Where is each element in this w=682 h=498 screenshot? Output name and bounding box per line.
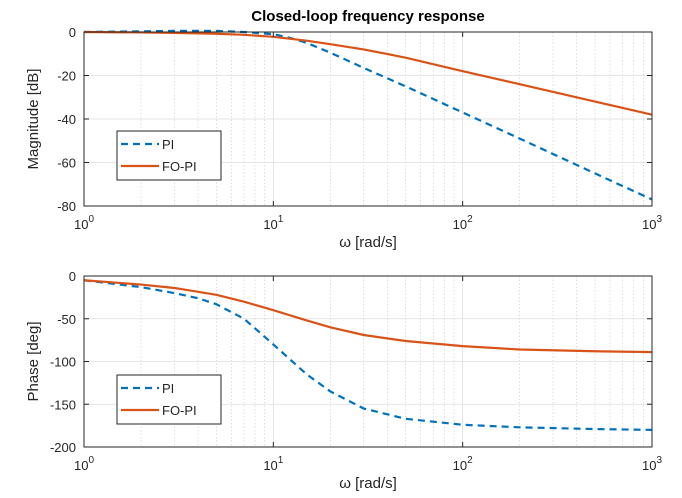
- legend-label-pi: PI: [162, 381, 174, 396]
- legend-label-pi: PI: [162, 137, 174, 152]
- x-tick-label-base: 10: [642, 458, 656, 473]
- x-tick-label-exponent: 3: [656, 214, 662, 225]
- x-tick-label-exponent: 0: [88, 214, 94, 225]
- y-tick-label: -60: [57, 156, 76, 171]
- x-axis-label: ω [rad/s]: [339, 234, 397, 251]
- x-tick-label-base: 10: [642, 217, 656, 232]
- x-tick-label: 103: [642, 455, 662, 473]
- x-tick-label-base: 10: [74, 217, 88, 232]
- legend: PI FO-PI: [116, 374, 222, 425]
- x-tick-label: 103: [642, 214, 662, 232]
- x-axis-label: ω [rad/s]: [339, 475, 397, 492]
- x-tick-label-base: 10: [263, 458, 277, 473]
- series-line-pi: [83, 29, 653, 201]
- y-tick-label: 0: [69, 25, 76, 40]
- y-axis-label: Magnitude [dB]: [25, 69, 42, 170]
- x-tick-label-base: 10: [74, 458, 88, 473]
- x-tick-label: 100: [74, 214, 94, 232]
- x-tick-label: 101: [263, 455, 283, 473]
- y-tick-label: -80: [57, 199, 76, 214]
- x-tick-label-exponent: 1: [278, 214, 284, 225]
- x-tick-label: 102: [453, 214, 473, 232]
- legend-label-fo-pi: FO-PI: [162, 159, 197, 174]
- x-tick-label-exponent: 2: [467, 214, 473, 225]
- y-tick-label: -50: [57, 312, 76, 327]
- x-tick-label-exponent: 1: [278, 455, 284, 466]
- legend-label-fo-pi: FO-PI: [162, 403, 197, 418]
- x-tick-label-base: 10: [263, 217, 277, 232]
- legend-box: [116, 130, 222, 181]
- x-tick-label: 100: [74, 455, 94, 473]
- y-axis-label: Phase [deg]: [25, 321, 42, 401]
- y-tick-label: -150: [50, 397, 76, 412]
- x-tick-label-exponent: 3: [656, 455, 662, 466]
- chart-title: Closed-loop frequency response: [251, 8, 484, 25]
- series-line-pi: [83, 279, 653, 431]
- y-tick-label: -20: [57, 69, 76, 84]
- y-tick-label: -200: [50, 440, 76, 455]
- y-tick-label: -40: [57, 112, 76, 127]
- x-tick-label-base: 10: [453, 217, 467, 232]
- legend-box: [116, 374, 222, 425]
- x-tick-label: 101: [263, 214, 283, 232]
- series-line-fo-pi: [83, 279, 653, 354]
- x-tick-label-exponent: 0: [88, 455, 94, 466]
- x-tick-label: 102: [453, 455, 473, 473]
- x-tick-label-exponent: 2: [467, 455, 473, 466]
- y-tick-label: 0: [69, 269, 76, 284]
- legend: PI FO-PI: [116, 130, 222, 181]
- x-tick-label-base: 10: [453, 458, 467, 473]
- y-tick-label: -100: [50, 355, 76, 370]
- series-line-fo-pi: [83, 30, 653, 116]
